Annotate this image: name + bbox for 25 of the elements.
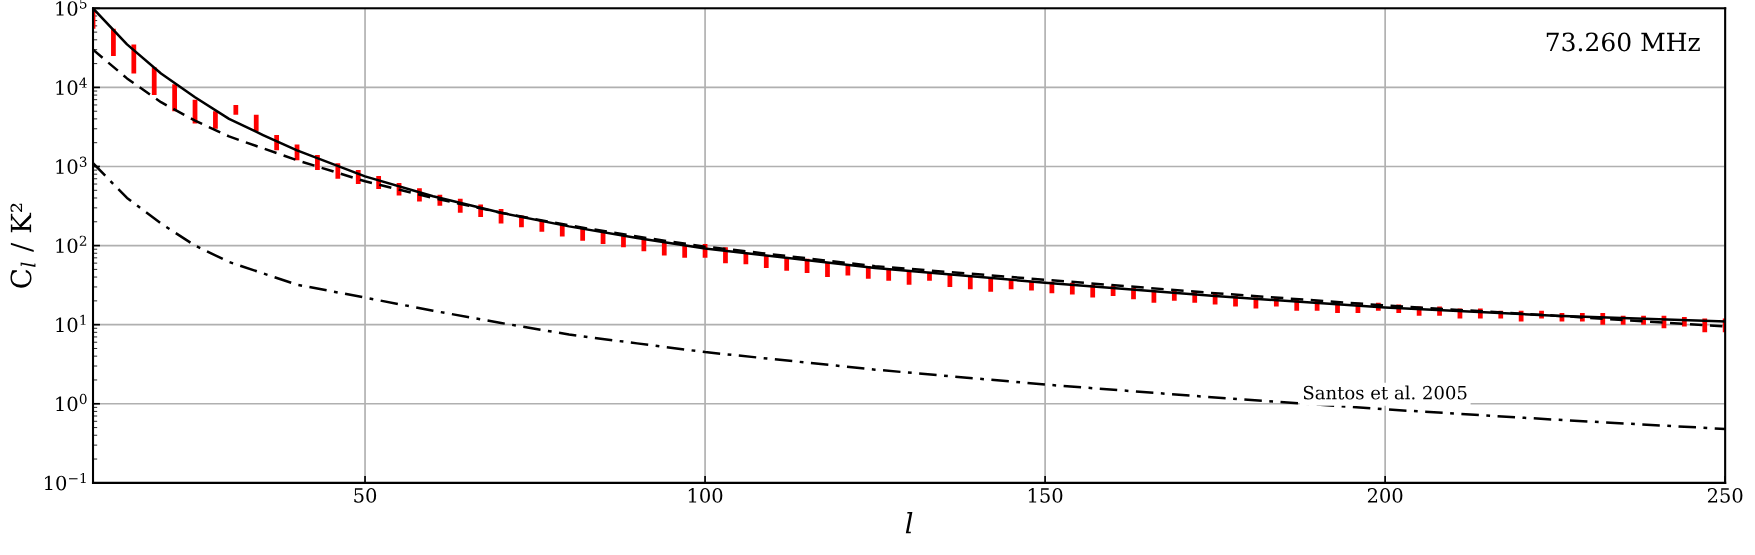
y-tick-label: 10$^{3}$ <box>56 156 87 175</box>
series-label: Santos et al. 2005 <box>1303 385 1467 400</box>
bar <box>743 253 749 265</box>
x-tick-label: 200 <box>1367 488 1403 503</box>
bar <box>641 239 647 252</box>
y-tick-label: 10$^{0}$ <box>56 393 87 412</box>
y-tick-label: 10$^{4}$ <box>56 77 87 95</box>
x-tick-label: 50 <box>354 488 377 503</box>
annotation: 73.260 MHz <box>1546 32 1700 52</box>
bar <box>172 84 177 112</box>
bar <box>784 257 790 271</box>
x-tick-label: 150 <box>1028 488 1063 503</box>
y-tick-label: 10$^{1}$ <box>56 314 86 333</box>
bar <box>233 104 239 115</box>
bar <box>682 245 688 258</box>
bar <box>111 28 116 56</box>
bar <box>253 114 259 132</box>
bar <box>213 111 218 129</box>
x-tick-label: 100 <box>688 488 723 503</box>
x-axis-title: l <box>905 512 913 534</box>
y-axis-title: C$_{l}$ / K² <box>10 203 36 288</box>
y-tick-label: 10$^{2}$ <box>56 235 87 254</box>
x-tick-label: 250 <box>1707 488 1743 503</box>
y-tick-label: 10$^{−1}$ <box>45 472 86 491</box>
bar <box>151 67 157 96</box>
